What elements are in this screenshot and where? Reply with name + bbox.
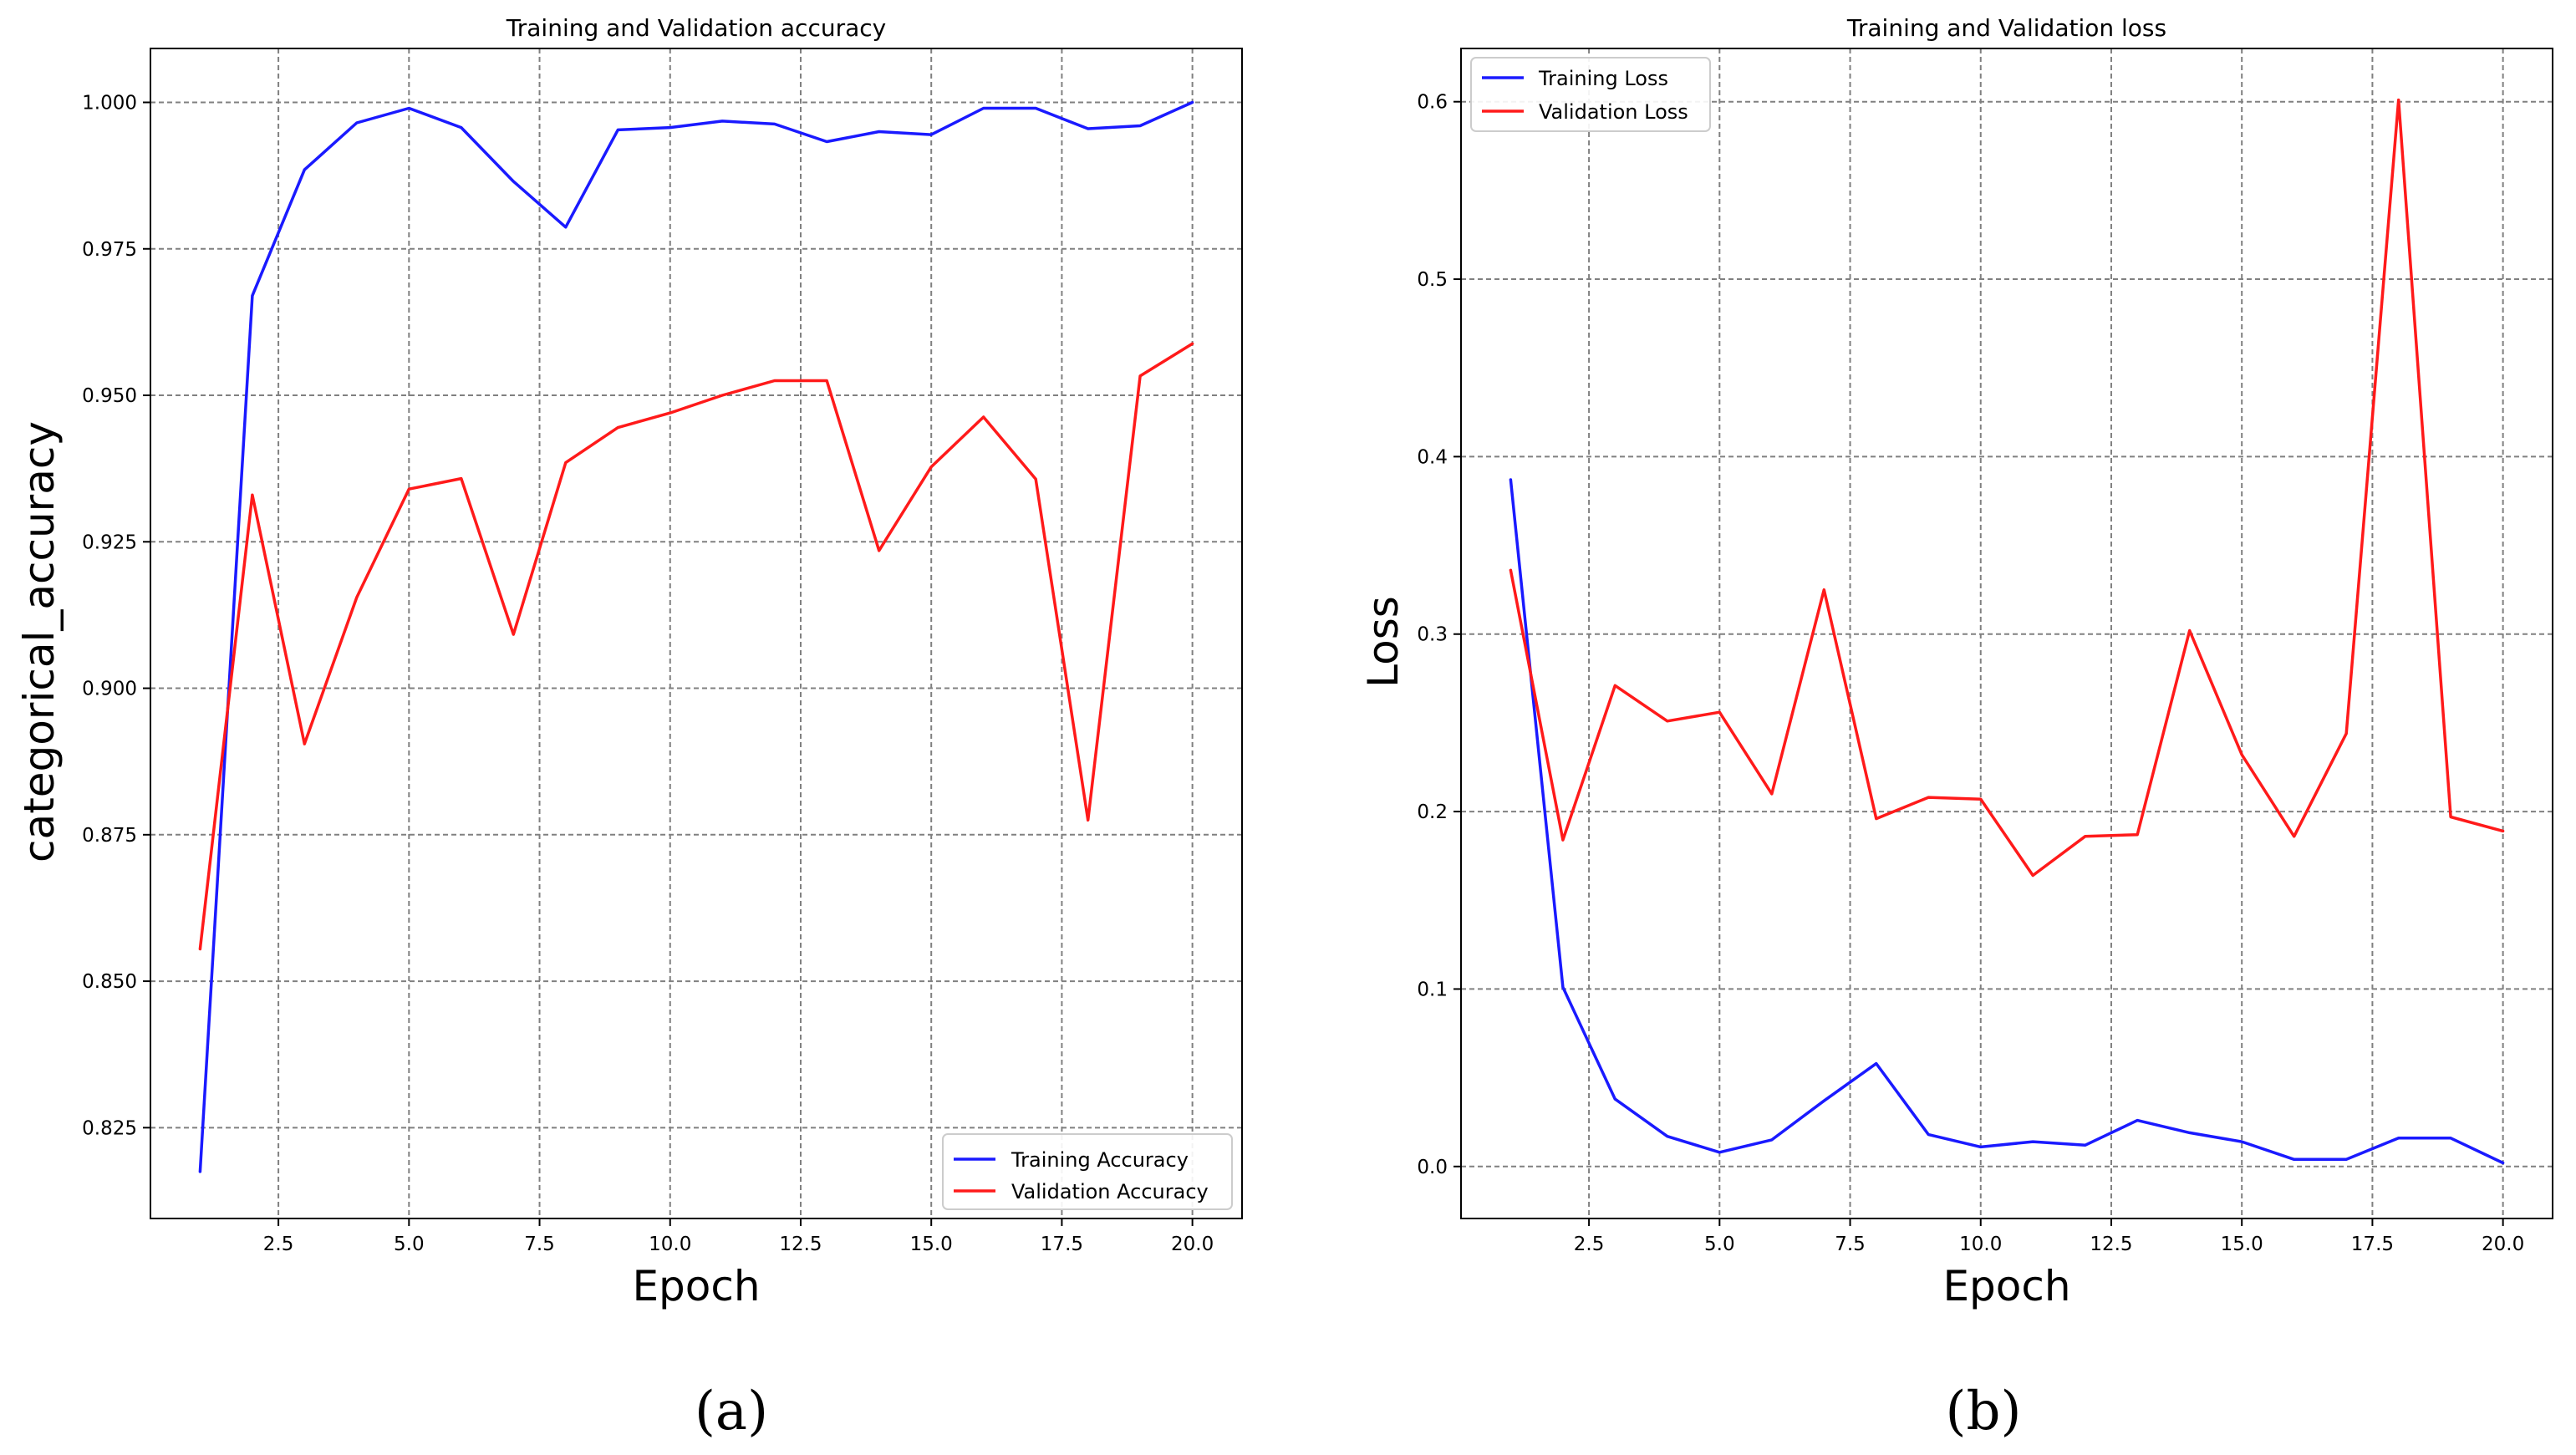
- accuracy-chart-title: Training and Validation accuracy: [506, 14, 886, 42]
- accuracy-y-tick-label: 0.825: [82, 1117, 137, 1139]
- series-line-training-accuracy: [198, 100, 1194, 1173]
- accuracy-ticks: 2.5 5.0 7.5 10.0 12.5 15.0 17.5 20.0 0.825 0.850 0…: [82, 92, 1214, 1255]
- accuracy-x-tick-label: 5.0: [394, 1234, 425, 1255]
- accuracy-legend: Training Accuracy Validation Accuracy: [942, 1133, 1233, 1210]
- accuracy-panel: 2.5 5.0 7.5 10.0 12.5 15.0 17.5 20.0 0.825 0.850 0…: [15, 14, 1243, 1442]
- loss-y-tick-label: 0.4: [1417, 446, 1448, 468]
- series-line-training-loss: [1509, 478, 2505, 1165]
- loss-grid: [1461, 48, 2553, 1218]
- series-line-validation-accuracy: [198, 342, 1194, 951]
- accuracy-y-tick-label: 0.850: [82, 971, 137, 993]
- accuracy-y-axis-label: categorical_accuracy: [15, 421, 64, 862]
- panel-label-b: (b): [1946, 1381, 2022, 1442]
- loss-x-tick-label: 12.5: [2090, 1234, 2132, 1255]
- accuracy-grid: [150, 48, 1242, 1218]
- loss-x-tick-label: 17.5: [2351, 1234, 2394, 1255]
- loss-y-tick-label: 0.5: [1417, 269, 1448, 291]
- accuracy-x-tick-label: 20.0: [1171, 1234, 1214, 1255]
- loss-y-tick-label: 0.6: [1417, 92, 1448, 114]
- accuracy-plot-frame: [150, 48, 1243, 1219]
- loss-ticks: 2.5 5.0 7.5 10.0 12.5 15.0 17.5 20.0 0.0 0.1 0.2 0.…: [1417, 92, 2524, 1255]
- accuracy-y-tick-label: 0.975: [82, 239, 137, 261]
- loss-x-tick-label: 5.0: [1704, 1234, 1735, 1255]
- loss-y-tick-label: 0.3: [1417, 624, 1448, 646]
- loss-legend: Training Loss Validation Loss: [1470, 57, 1711, 132]
- legend-label-validation-accuracy: Validation Accuracy: [1011, 1180, 1209, 1203]
- loss-x-tick-label: 2.5: [1574, 1234, 1605, 1255]
- loss-y-tick-label: 0.0: [1417, 1157, 1448, 1178]
- accuracy-x-tick-label: 17.5: [1041, 1234, 1083, 1255]
- loss-x-tick-label: 7.5: [1835, 1234, 1866, 1255]
- accuracy-x-axis-label: Epoch: [632, 1262, 760, 1310]
- loss-x-tick-label: 15.0: [2221, 1234, 2263, 1255]
- panel-label-a: (a): [695, 1381, 768, 1442]
- accuracy-y-tick-label: 0.875: [82, 825, 137, 847]
- loss-series: [1509, 98, 2505, 1165]
- loss-x-tick-label: 10.0: [1959, 1234, 2002, 1255]
- accuracy-legend-box: [942, 1133, 1233, 1210]
- accuracy-x-tick-label: 2.5: [263, 1234, 294, 1255]
- accuracy-y-tick-label: 0.900: [82, 679, 137, 700]
- accuracy-x-tick-label: 15.0: [910, 1234, 953, 1255]
- series-line-validation-loss: [1509, 98, 2505, 878]
- loss-x-axis-label: Epoch: [1942, 1262, 2070, 1310]
- accuracy-y-tick-label: 0.950: [82, 385, 137, 407]
- loss-chart-title: Training and Validation loss: [1846, 14, 2166, 42]
- accuracy-x-tick-label: 7.5: [524, 1234, 555, 1255]
- legend-label-training-loss: Training Loss: [1538, 67, 1668, 90]
- loss-x-tick-label: 20.0: [2482, 1234, 2524, 1255]
- accuracy-series: [198, 100, 1194, 1173]
- loss-y-axis-label: Loss: [1359, 596, 1408, 688]
- accuracy-y-tick-label: 0.925: [82, 532, 137, 553]
- loss-panel: 2.5 5.0 7.5 10.0 12.5 15.0 17.5 20.0 0.0 0.1 0.2 0.…: [1359, 14, 2553, 1442]
- loss-y-tick-label: 0.2: [1417, 801, 1448, 823]
- legend-label-validation-loss: Validation Loss: [1539, 100, 1688, 124]
- loss-y-tick-label: 0.1: [1417, 979, 1448, 1000]
- accuracy-y-tick-label: 1.000: [82, 92, 137, 114]
- accuracy-x-tick-label: 10.0: [649, 1234, 691, 1255]
- accuracy-x-tick-label: 12.5: [779, 1234, 822, 1255]
- loss-legend-box: [1470, 57, 1711, 132]
- legend-label-training-accuracy: Training Accuracy: [1011, 1148, 1189, 1172]
